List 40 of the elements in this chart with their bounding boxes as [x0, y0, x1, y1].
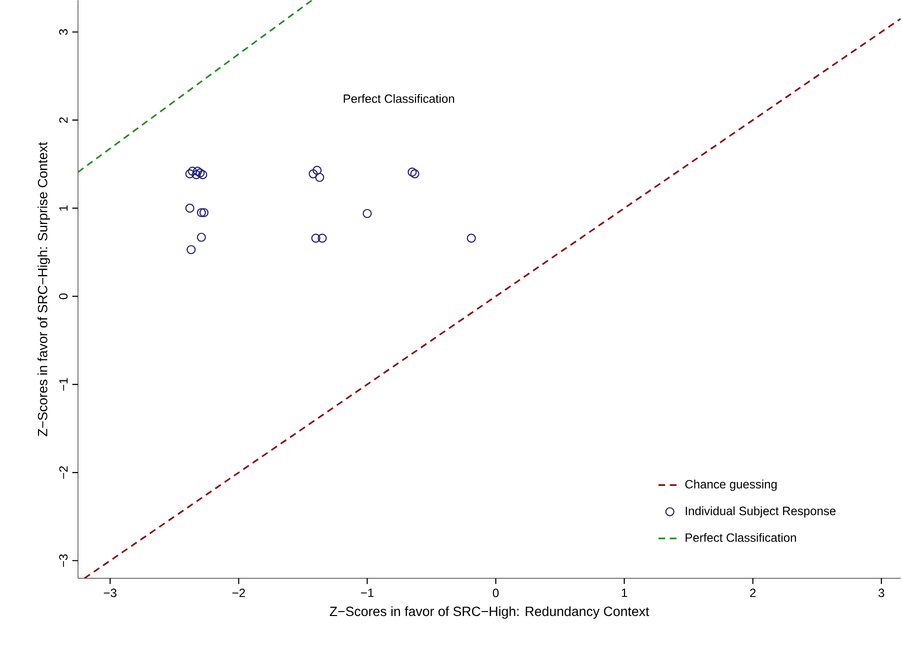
point	[188, 166, 197, 176]
y-axis-title: Z−Scores in favor of SRC−High: Surprise Context	[38, 142, 50, 436]
x-tick-label: 1	[622, 588, 628, 597]
point	[410, 169, 420, 178]
legend-label: Chance guessing	[685, 480, 777, 491]
point	[192, 170, 201, 180]
point	[362, 208, 372, 218]
x-tick-label: 2	[750, 588, 756, 597]
y-tick-label: −2	[59, 466, 68, 479]
point	[311, 234, 320, 243]
x-tick-label: −1	[360, 588, 374, 597]
point	[185, 204, 194, 213]
y-tick-label: 2	[59, 117, 68, 123]
point	[196, 232, 206, 242]
point	[193, 166, 202, 176]
y-tick-label: −1	[59, 378, 68, 391]
y-tick-label: −3	[59, 554, 68, 567]
legend-label: Individual Subject Response	[686, 506, 836, 518]
point	[312, 166, 322, 175]
point	[408, 167, 417, 176]
legend-label: Perfect Classification	[686, 532, 796, 542]
point	[466, 234, 476, 243]
point	[318, 234, 327, 243]
x-tick-label: −2	[232, 588, 245, 597]
x-tick-label: 3	[878, 588, 884, 598]
x-axis-title: Z−Scores in favor of SRC−High: Redundancy Context	[330, 606, 650, 619]
point	[199, 208, 209, 218]
x-tick-label: 0	[492, 588, 499, 598]
point	[186, 244, 196, 254]
y-tick-label: 1	[59, 205, 68, 210]
x-tick-label: −3	[104, 588, 116, 598]
point	[198, 170, 208, 180]
point	[196, 168, 205, 178]
point	[185, 169, 194, 178]
y-tick-label: 0	[59, 293, 68, 300]
point	[308, 169, 318, 178]
point	[196, 208, 206, 218]
point	[315, 172, 324, 182]
annotation: Perfect Classification	[344, 94, 454, 103]
y-tick-label: 3	[59, 29, 68, 35]
